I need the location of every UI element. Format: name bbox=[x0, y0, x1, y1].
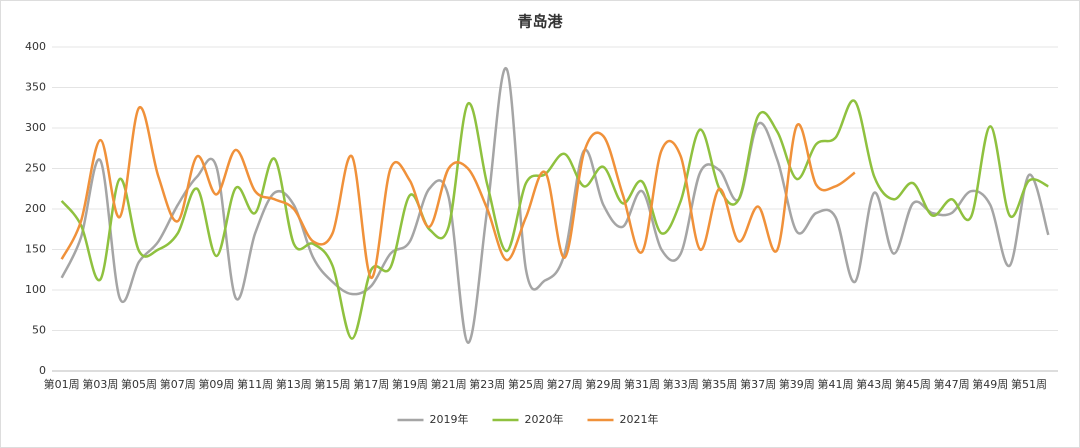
x-tick-label: 第29周 bbox=[585, 377, 621, 391]
x-tick-label: 第47周 bbox=[934, 377, 970, 391]
x-tick-label: 第09周 bbox=[198, 377, 234, 391]
y-tick-label: 300 bbox=[25, 121, 46, 134]
x-tick-label: 第39周 bbox=[779, 377, 815, 391]
x-tick-label: 第07周 bbox=[160, 377, 196, 391]
y-tick-label: 100 bbox=[25, 283, 46, 296]
x-tick-label: 第43周 bbox=[856, 377, 892, 391]
legend-label: 2020年 bbox=[525, 412, 564, 426]
x-tick-label: 第17周 bbox=[353, 377, 389, 391]
x-tick-label: 第51周 bbox=[1011, 377, 1047, 391]
x-tick-label: 第23周 bbox=[469, 377, 505, 391]
x-tick-label: 第21周 bbox=[431, 377, 467, 391]
x-tick-label: 第03周 bbox=[82, 377, 118, 391]
x-tick-label: 第31周 bbox=[624, 377, 660, 391]
x-tick-label: 第41周 bbox=[818, 377, 854, 391]
legend-label: 2021年 bbox=[620, 412, 659, 426]
x-tick-label: 第33周 bbox=[663, 377, 699, 391]
x-tick-label: 第05周 bbox=[121, 377, 157, 391]
y-tick-label: 350 bbox=[25, 81, 46, 94]
legend-label: 2019年 bbox=[430, 412, 469, 426]
x-tick-label: 第01周 bbox=[44, 377, 80, 391]
chart-title: 青岛港 bbox=[517, 13, 563, 31]
series-line bbox=[60, 99, 1049, 340]
y-tick-label: 200 bbox=[25, 202, 46, 215]
series-line bbox=[60, 106, 856, 280]
x-tick-label: 第13周 bbox=[276, 377, 312, 391]
series-line bbox=[60, 67, 1050, 344]
y-tick-label: 150 bbox=[25, 243, 46, 256]
x-tick-label: 第49周 bbox=[972, 377, 1008, 391]
y-tick-label: 0 bbox=[39, 364, 46, 377]
x-tick-label: 第27周 bbox=[547, 377, 583, 391]
x-tick-label: 第45周 bbox=[895, 377, 931, 391]
x-tick-label: 第25周 bbox=[508, 377, 544, 391]
x-tick-label: 第19周 bbox=[392, 377, 428, 391]
y-tick-label: 400 bbox=[25, 40, 46, 53]
x-tick-label: 第35周 bbox=[701, 377, 737, 391]
x-tick-label: 第11周 bbox=[237, 377, 273, 391]
x-tick-label: 第37周 bbox=[740, 377, 776, 391]
y-tick-label: 250 bbox=[25, 162, 46, 175]
x-tick-label: 第15周 bbox=[315, 377, 351, 391]
y-tick-label: 50 bbox=[32, 324, 46, 337]
